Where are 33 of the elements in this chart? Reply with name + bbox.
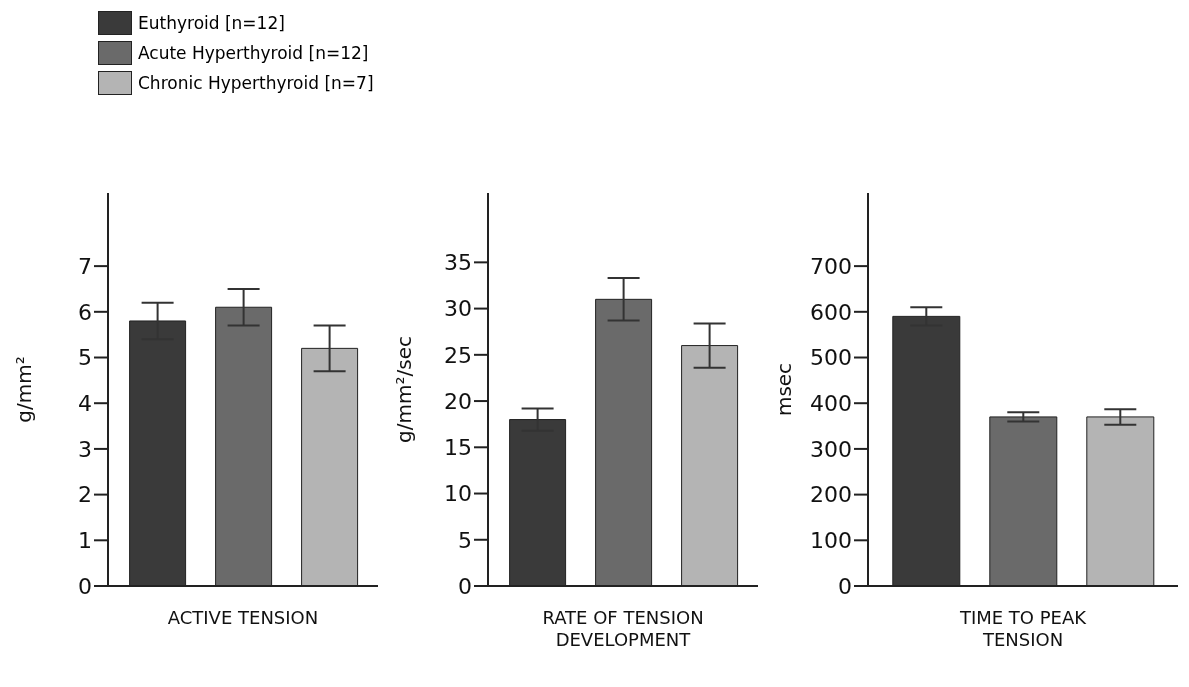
y-tick-label: 5: [78, 345, 92, 371]
y-tick-label: 30: [444, 296, 472, 322]
y-tick-label: 600: [810, 299, 852, 325]
y-tick-label: 6: [78, 299, 92, 325]
y-tick-label: 100: [810, 528, 852, 554]
y-tick-label: 20: [444, 388, 472, 414]
y-tick-label: 0: [458, 573, 472, 599]
legend-label: Euthyroid [n=12]: [138, 13, 285, 33]
y-tick-label: 25: [444, 342, 472, 368]
y-tick-label: 400: [810, 391, 852, 417]
y-tick-label: 2: [78, 482, 92, 508]
y-tick-label: 35: [444, 250, 472, 276]
y-tick-label: 0: [838, 573, 852, 599]
y-tick-label: 300: [810, 436, 852, 462]
y-axis-title: msec: [772, 362, 797, 417]
y-axis-title: g/mm²/sec: [392, 336, 417, 443]
legend-label: Acute Hyperthyroid [n=12]: [138, 43, 369, 63]
y-tick-label: 15: [444, 435, 472, 461]
y-axis-title: g/mm²: [12, 356, 37, 423]
y-tick-label: 700: [810, 253, 852, 279]
y-tick-label: 1: [78, 528, 92, 554]
y-tick-label: 5: [458, 527, 472, 553]
legend-label: Chronic Hyperthyroid [n=7]: [138, 73, 374, 93]
y-tick-label: 7: [78, 253, 92, 279]
y-tick-label: 3: [78, 436, 92, 462]
x-axis-title: TIME TO PEAK TENSION: [958, 607, 1088, 650]
x-axis-title: ACTIVE TENSION: [167, 607, 319, 628]
y-tick-label: 200: [810, 482, 852, 508]
y-tick-label: 0: [78, 573, 92, 599]
y-tick-label: 4: [78, 391, 92, 417]
x-axis-title: RATE OF TENSION DEVELOPMENT: [542, 607, 704, 650]
y-tick-label: 10: [444, 481, 472, 507]
y-tick-label: 500: [810, 345, 852, 371]
